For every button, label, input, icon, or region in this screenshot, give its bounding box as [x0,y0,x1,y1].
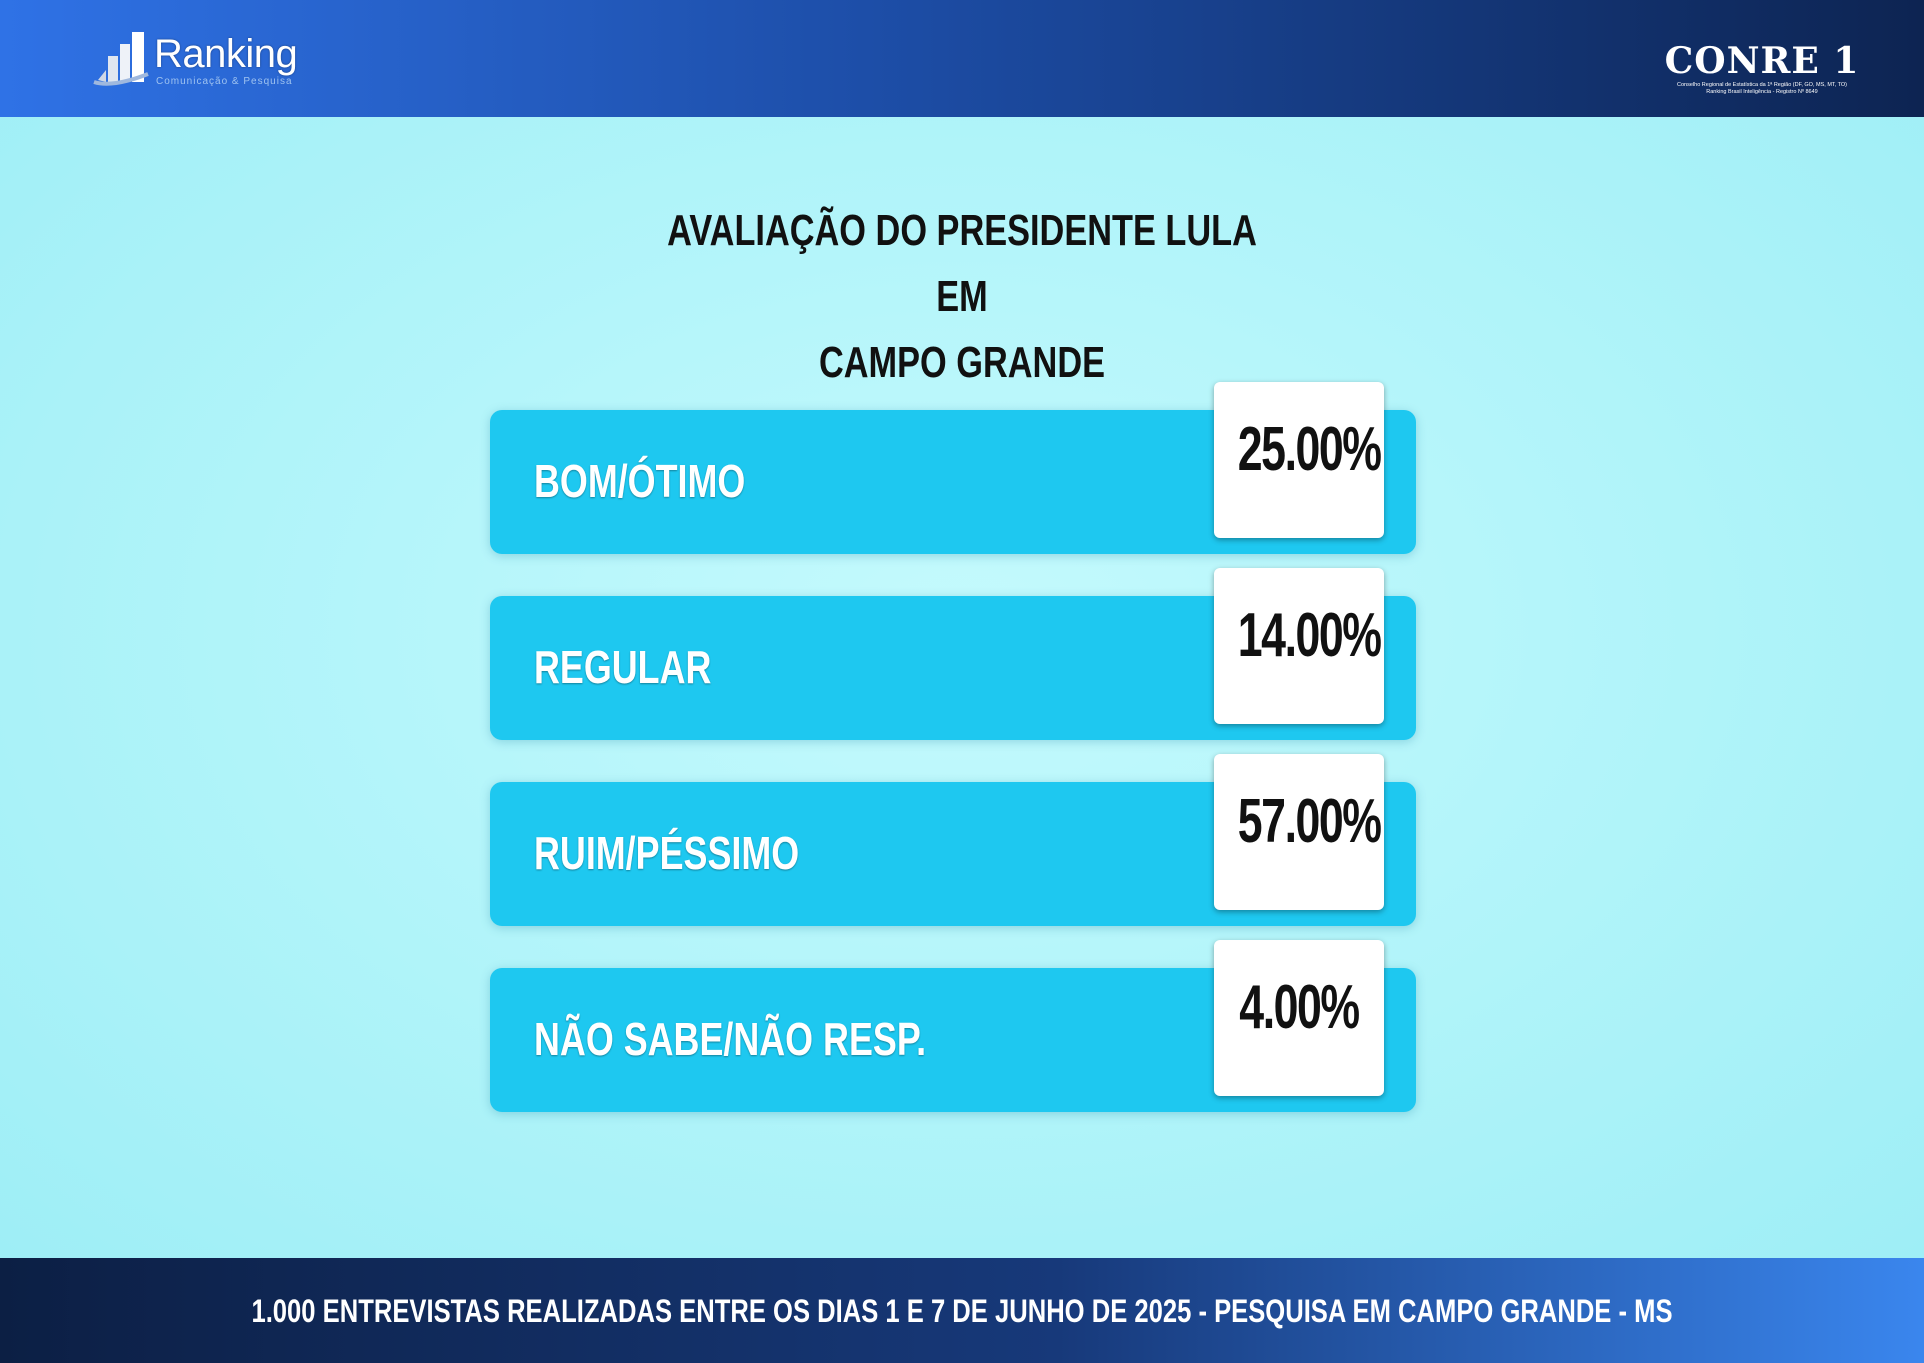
bar-row: RUIM/PÉSSIMO 57.00% [490,754,1416,926]
bar-category-label: RUIM/PÉSSIMO [534,827,800,879]
conre-logo: CONRE 1 Conselho Regional de Estatística… [1662,40,1862,100]
bar-row: REGULAR 14.00% [490,568,1416,740]
footer-bar [0,1258,1924,1363]
ranking-logo-text: Ranking [154,32,298,76]
ranking-logo: Ranking Comunicação & Pesquisa [92,26,332,88]
bar-category-label: REGULAR [534,641,712,693]
bar-category-label: BOM/ÓTIMO [534,455,746,507]
header-bar: Ranking Comunicação & Pesquisa CONRE 1 C… [0,0,1924,117]
conre-logo-subtitle-2: Ranking Brasil Inteligência - Registro N… [1706,89,1818,95]
conre-logo-text: CONRE 1 [1664,40,1860,82]
ranking-logo-icon [93,32,149,86]
bar-value-label: 25.00% [1237,415,1382,484]
bar-value-label: 4.00% [1239,973,1360,1042]
bar-value-box: 4.00% [1214,940,1384,1096]
chart-title-line-2: CAMPO GRANDE [818,338,1106,387]
bar-row: NÃO SABE/NÃO RESP. 4.00% [490,940,1416,1112]
conre-logo-subtitle-1: Conselho Regional de Estatística da 1ª R… [1677,82,1847,88]
bar-value-label: 57.00% [1237,787,1382,856]
bar-value-label: 14.00% [1237,601,1382,670]
bar-value-box: 25.00% [1214,382,1384,538]
bar-category-label: NÃO SABE/NÃO RESP. [534,1013,927,1065]
chart-title: AVALIAÇÃO DO PRESIDENTE LULA EM CAMPO GR… [650,198,1274,396]
ranking-logo-tagline: Comunicação & Pesquisa [156,76,293,87]
footer-text: 1.000 ENTREVISTAS REALIZADAS ENTRE OS DI… [251,1293,1673,1329]
bar-value-box: 14.00% [1214,568,1384,724]
bar-value-box: 57.00% [1214,754,1384,910]
bar-row: BOM/ÓTIMO 25.00% [490,382,1416,554]
chart-title-line-1: AVALIAÇÃO DO PRESIDENTE LULA EM [667,206,1257,321]
